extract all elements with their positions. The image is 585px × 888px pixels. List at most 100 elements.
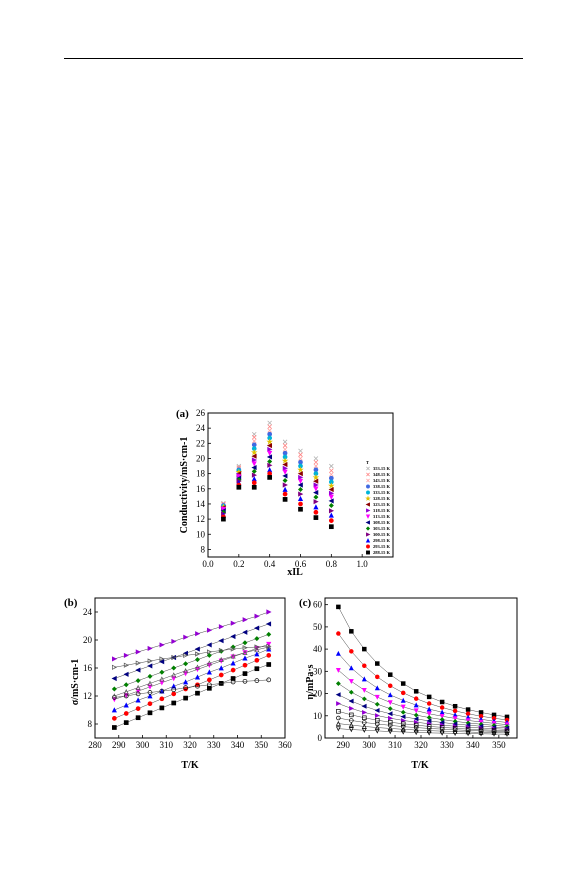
data-point (254, 636, 260, 642)
chart-b-xlabel: T/K (181, 760, 198, 771)
series-8 (220, 450, 334, 513)
data-point (230, 660, 236, 666)
legend-entry: 288.15 K (373, 550, 391, 555)
data-point (504, 731, 510, 737)
legend-marker (365, 526, 371, 531)
data-point (465, 726, 471, 732)
data-point (349, 718, 354, 723)
chart-a-plot-area: 0.0 0.2 0.4 0.6 0.8 1.0 8 10 12 14 16 18 20 22 24 26 (196, 408, 394, 569)
data-point (282, 469, 288, 475)
data-point (400, 717, 406, 723)
data-point (328, 512, 334, 518)
data-point (171, 691, 177, 697)
data-point (112, 664, 118, 670)
data-point (159, 676, 165, 682)
y-tick-label: 12 (196, 514, 205, 524)
data-point (242, 678, 248, 684)
series-8 (112, 643, 272, 670)
data-point (335, 720, 341, 726)
data-point (251, 461, 257, 467)
data-point (312, 474, 320, 481)
data-point (206, 652, 212, 658)
chart-c-plot-area: 290 300 310 320 330 340 350 0 10 20 30 40 50 60 (313, 597, 518, 750)
legend-marker (366, 472, 370, 477)
data-point (297, 478, 304, 484)
data-point (313, 463, 319, 469)
data-point (242, 645, 248, 651)
chart-b-sigma-vs-t: (b) 280 290 300 310 320 330 340 350 360 8 12 16 20 24… (64, 597, 292, 771)
y-tick-label: 12 (83, 691, 92, 701)
data-point (313, 509, 319, 515)
series-5 (220, 438, 335, 510)
data-point (439, 705, 445, 710)
data-point (426, 726, 432, 731)
data-point (298, 506, 303, 512)
y-tick-label: 30 (313, 666, 323, 676)
data-point (375, 661, 380, 666)
x-tick-label: 1.0 (357, 559, 369, 569)
data-point (336, 604, 341, 610)
data-point (328, 486, 334, 493)
data-point (362, 709, 367, 715)
data-point (266, 653, 272, 658)
data-point (147, 663, 153, 669)
data-point (388, 672, 393, 677)
data-point (336, 709, 341, 714)
chart-a-conductivity-vs-xil: (a) 0.0 0.2 0.4 0.6 0.8 1.0 8 10 12 14 16 18 20 22 24 2… (176, 408, 394, 577)
data-point (206, 660, 212, 666)
data-point (282, 497, 288, 502)
legend-marker (366, 466, 370, 471)
data-point (313, 504, 319, 510)
data-point (251, 438, 257, 444)
data-point (267, 462, 273, 468)
data-point (135, 678, 141, 684)
legend-marker (366, 532, 371, 537)
data-point (400, 724, 406, 729)
data-point (282, 473, 288, 479)
data-point (478, 731, 484, 737)
data-point (426, 715, 432, 720)
data-point (413, 722, 419, 728)
data-point (147, 701, 153, 707)
data-point (328, 490, 335, 496)
data-point (361, 727, 367, 733)
x-tick-label: 290 (336, 740, 350, 750)
data-point (254, 666, 260, 672)
data-point (221, 516, 226, 522)
series-2 (221, 428, 334, 507)
chart-a-ylabel: Conductivity/mS·cm-1 (179, 437, 190, 534)
chart-c-viscosity-vs-t: (c) 290 300 310 320 330 340 350 0 10 20 30 40 50 60 T… (299, 597, 518, 771)
series-10 (335, 726, 510, 737)
data-point (171, 683, 177, 689)
data-point (313, 482, 319, 488)
y-tick-label: 10 (313, 711, 323, 721)
data-point (195, 651, 201, 657)
data-point (194, 674, 201, 680)
header-rule (64, 58, 523, 59)
data-point (328, 475, 334, 481)
x-tick-label: 310 (388, 740, 402, 750)
data-point (159, 642, 165, 648)
data-point (111, 693, 117, 699)
data-point (400, 729, 406, 735)
data-point (251, 453, 257, 459)
data-point (374, 707, 380, 713)
data-point (313, 459, 319, 465)
data-point (267, 428, 272, 433)
data-point (328, 482, 335, 489)
data-point (375, 713, 380, 719)
data-point (413, 716, 419, 722)
data-point (348, 722, 354, 728)
data-point (465, 728, 471, 733)
data-point (282, 482, 288, 488)
data-point (361, 696, 367, 702)
data-point (298, 459, 303, 465)
legend-marker (365, 520, 370, 525)
data-point (282, 443, 288, 448)
chart-b-ylabel: σ/mS·cm-1 (70, 659, 81, 706)
data-point (159, 669, 165, 675)
data-point (426, 711, 432, 717)
y-tick-label: 20 (313, 689, 323, 699)
data-point (112, 725, 117, 730)
data-point (254, 625, 260, 631)
